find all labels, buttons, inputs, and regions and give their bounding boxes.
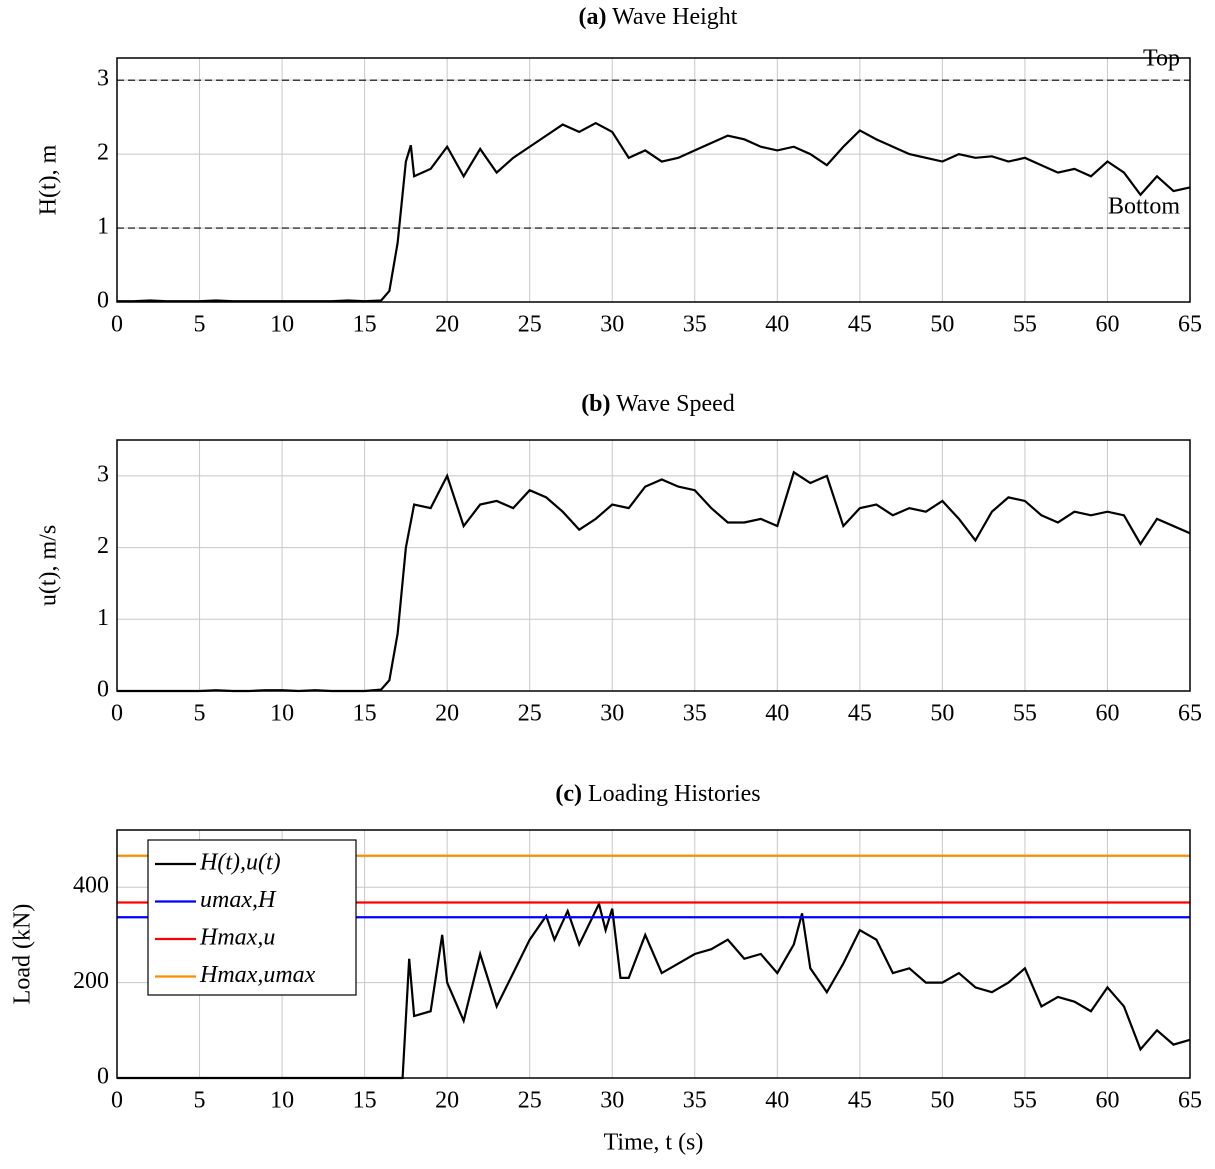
chart-title: (a) Wave Height xyxy=(579,4,738,30)
y-tick-label: 3 xyxy=(97,461,109,487)
plot-frame xyxy=(116,57,1191,303)
x-tick-label: 20 xyxy=(435,1088,459,1114)
x-tick-label: 45 xyxy=(848,1088,872,1114)
x-tick-label: 45 xyxy=(848,701,872,727)
x-tick-label: 0 xyxy=(111,701,123,727)
x-tick-label: 30 xyxy=(600,312,624,338)
x-tick-label: 25 xyxy=(518,701,542,727)
y-tick-label: 200 xyxy=(73,968,109,994)
x-tick-label: 15 xyxy=(353,1088,377,1114)
legend-label: H(t),u(t) xyxy=(199,850,281,876)
x-tick-label: 30 xyxy=(600,1088,624,1114)
x-tick-label: 0 xyxy=(111,312,123,338)
x-tick-label: 25 xyxy=(518,1088,542,1114)
x-tick-label: 30 xyxy=(600,701,624,727)
y-axis-label: u(t), m/s xyxy=(36,525,62,606)
x-tick-label: 65 xyxy=(1178,312,1202,338)
y-tick-label: 0 xyxy=(97,288,109,314)
legend-label: umax,H xyxy=(200,887,277,913)
x-tick-label: 65 xyxy=(1178,1088,1202,1114)
x-tick-label: 5 xyxy=(194,1088,206,1114)
legend-box xyxy=(147,839,357,996)
x-tick-label: 10 xyxy=(270,312,294,338)
x-tick-label: 5 xyxy=(194,701,206,727)
x-tick-label: 50 xyxy=(930,1088,954,1114)
x-tick-label: 20 xyxy=(435,701,459,727)
x-tick-label: 45 xyxy=(848,312,872,338)
x-tick-label: 40 xyxy=(765,701,789,727)
x-tick-label: 40 xyxy=(765,1088,789,1114)
chart-title: (c) Loading Histories xyxy=(555,781,760,807)
x-tick-label: 35 xyxy=(683,312,707,338)
x-tick-label: 10 xyxy=(270,1088,294,1114)
x-tick-label: 15 xyxy=(353,701,377,727)
x-tick-label: 35 xyxy=(683,701,707,727)
x-tick-label: 55 xyxy=(1013,312,1037,338)
y-axis-label: Load (kN) xyxy=(10,904,36,1005)
x-tick-label: 40 xyxy=(765,312,789,338)
legend-label: Hmax,u xyxy=(199,925,275,951)
legend-label: Hmax,umax xyxy=(199,962,316,988)
title-tag: (a) xyxy=(579,4,607,30)
x-tick-label: 60 xyxy=(1095,1088,1119,1114)
data-line xyxy=(117,470,1191,693)
x-tick-label: 0 xyxy=(111,1088,123,1114)
data-line xyxy=(117,900,1191,1080)
x-tick-label: 35 xyxy=(683,1088,707,1114)
x-tick-label: 20 xyxy=(435,312,459,338)
data-line xyxy=(117,121,1191,303)
plot-frame xyxy=(116,439,1191,692)
x-tick-label: 50 xyxy=(930,701,954,727)
annotation: Bottom xyxy=(1108,194,1180,220)
y-tick-label: 1 xyxy=(97,605,109,631)
y-axis-label: H(t), m xyxy=(36,144,62,215)
title-text: Loading Histories xyxy=(588,781,761,807)
x-tick-label: 60 xyxy=(1095,312,1119,338)
x-tick-label: 55 xyxy=(1013,1088,1037,1114)
x-tick-label: 25 xyxy=(518,312,542,338)
x-tick-label: 15 xyxy=(353,312,377,338)
x-tick-label: 50 xyxy=(930,312,954,338)
y-tick-label: 2 xyxy=(97,533,109,559)
y-tick-label: 1 xyxy=(97,214,109,240)
plot-frame xyxy=(116,829,1191,1079)
x-tick-label: 5 xyxy=(194,312,206,338)
x-axis-label: Time, t (s) xyxy=(604,1130,704,1156)
x-tick-label: 55 xyxy=(1013,701,1037,727)
y-tick-label: 0 xyxy=(97,677,109,703)
x-tick-label: 65 xyxy=(1178,701,1202,727)
title-text: Wave Speed xyxy=(616,391,735,417)
title-text: Wave Height xyxy=(612,4,738,30)
title-tag: (c) xyxy=(555,781,582,807)
title-tag: (b) xyxy=(581,391,610,417)
y-tick-label: 2 xyxy=(97,140,109,166)
y-tick-label: 3 xyxy=(97,66,109,92)
chart-title: (b) Wave Speed xyxy=(581,391,735,417)
y-tick-label: 0 xyxy=(97,1064,109,1090)
x-tick-label: 10 xyxy=(270,701,294,727)
x-tick-label: 60 xyxy=(1095,701,1119,727)
y-tick-label: 400 xyxy=(73,873,109,899)
